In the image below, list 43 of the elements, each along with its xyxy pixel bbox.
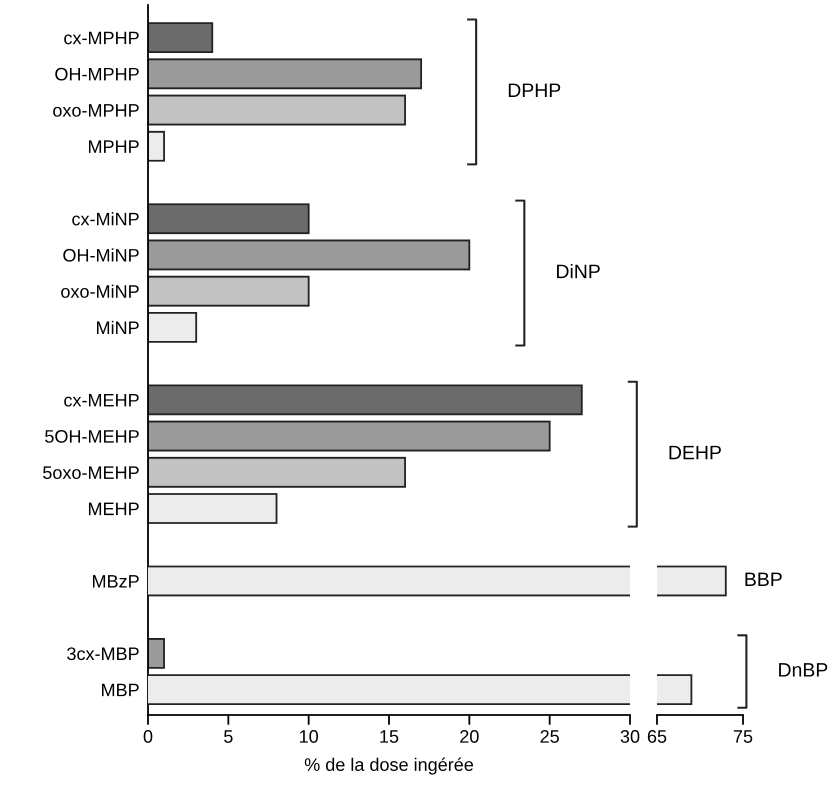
annotation: DiNP: [557, 264, 600, 278]
y-tick-label: MiNP: [97, 320, 139, 334]
y-tick-label: MBzP: [92, 575, 139, 588]
bar: [148, 203, 310, 234]
y-tick-label: cx-MPHP: [64, 32, 139, 44]
bar: [148, 384, 583, 416]
y-tick-label: 5OH-MEHP: [45, 430, 139, 443]
bar: [148, 420, 551, 452]
y-tick-label: MEHP: [88, 502, 139, 516]
annotation: DPHP: [508, 84, 560, 97]
y-tick-label: 3cx-MBP: [67, 647, 139, 660]
y-tick-label: MPHP: [88, 140, 139, 153]
bar: [148, 493, 278, 524]
bar: [148, 240, 470, 270]
x-tick-label: 30: [620, 730, 640, 743]
bar: [148, 130, 165, 162]
x-tick-label: 25: [540, 730, 559, 743]
y-tick-label: oxo-MiNP: [61, 284, 139, 298]
y-tick-label: MBP: [102, 684, 139, 696]
x-tick-label: 10: [300, 730, 318, 743]
y-tick-label: cx-MEHP: [64, 394, 139, 407]
bar: [148, 22, 214, 53]
x-tick-label: 65: [648, 730, 666, 743]
bar: [148, 94, 406, 126]
bar: [148, 456, 406, 488]
x-tick-label: 20: [460, 730, 479, 743]
y-tick-label: OH-MPHP: [55, 68, 139, 81]
y-tick-label: OH-MiNP: [63, 248, 139, 262]
y-tick-label: cx-MiNP: [72, 212, 139, 226]
y-tick-label: oxo-MPHP: [53, 104, 139, 117]
bar: [148, 276, 310, 307]
x-tick-label: 0: [144, 730, 152, 743]
y-tick-label: 5oxo-MEHP: [43, 466, 139, 480]
x-tick-label: 75: [734, 730, 752, 743]
x-tick-label: 15: [380, 730, 398, 743]
bar: [148, 638, 165, 669]
text: BBP: [745, 572, 782, 586]
x-tick-label: 5: [224, 730, 233, 743]
bar: [148, 312, 198, 343]
text: DnBP: [779, 663, 828, 677]
x-axis-title: % de la dose ingérée: [304, 758, 474, 775]
annotation: DEHP: [670, 446, 721, 460]
bar: [148, 58, 422, 90]
